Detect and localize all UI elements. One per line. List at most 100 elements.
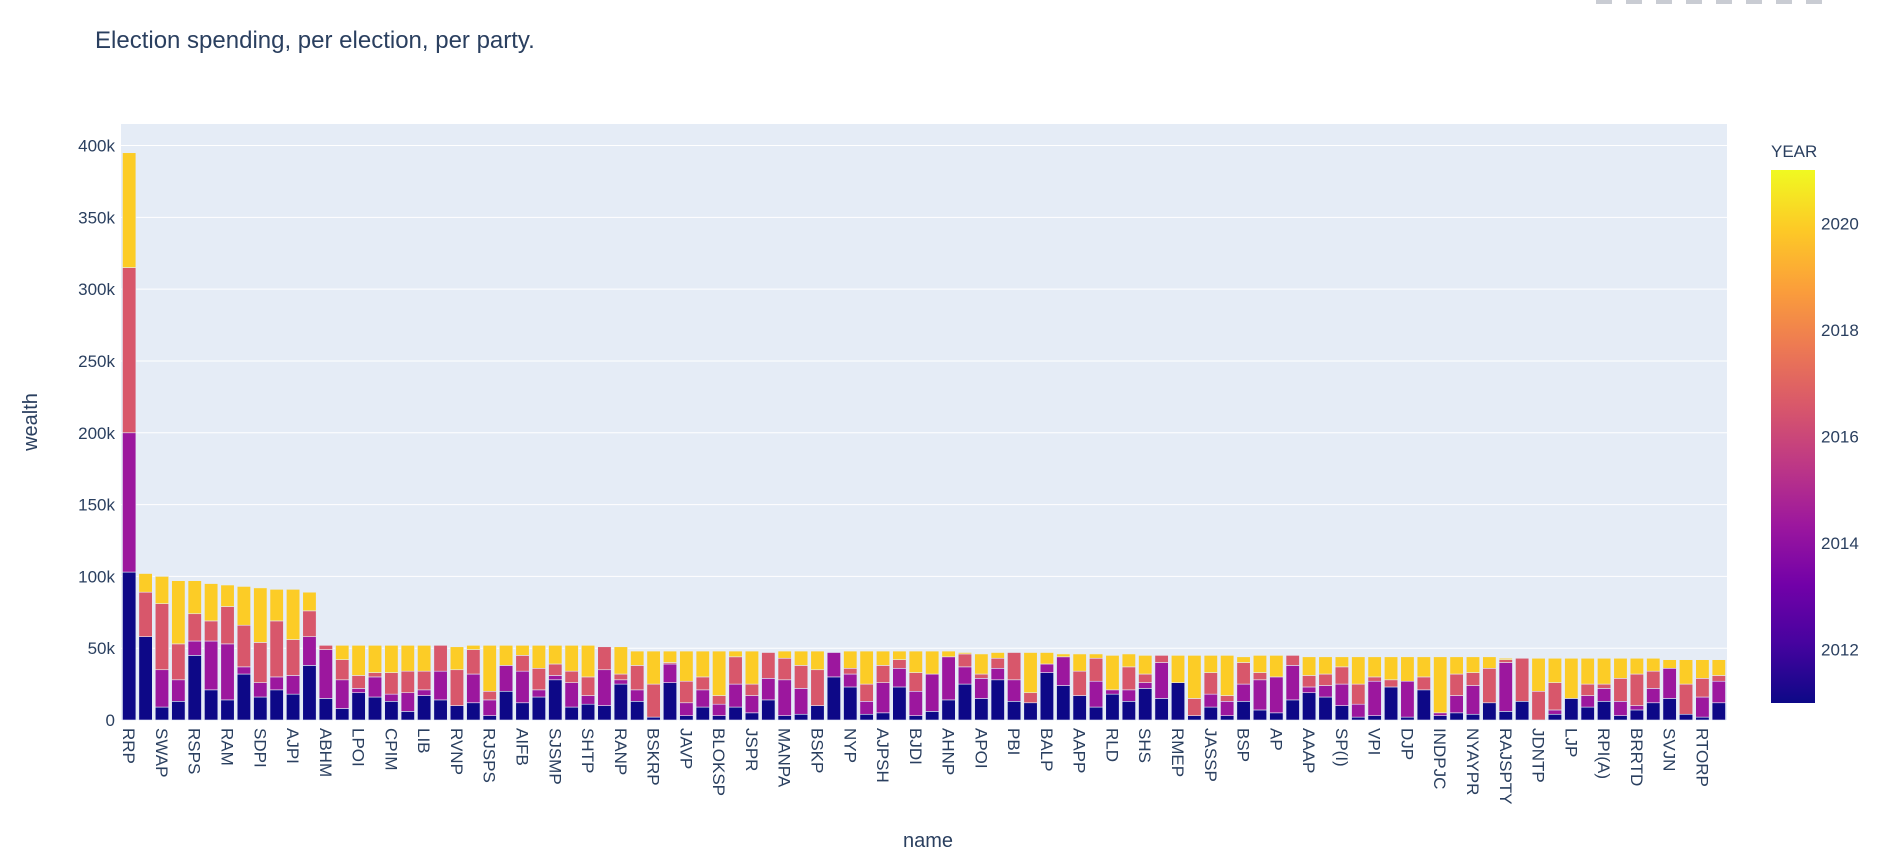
- bar-segment[interactable]: [318, 649, 333, 699]
- bar-segment[interactable]: [1449, 712, 1464, 721]
- bar-segment[interactable]: [1482, 667, 1497, 704]
- bar-segment[interactable]: [1039, 672, 1054, 721]
- bar-segment[interactable]: [843, 667, 858, 675]
- bar-segment[interactable]: [154, 603, 169, 671]
- bar-segment[interactable]: [548, 675, 563, 681]
- bar-segment[interactable]: [335, 645, 350, 660]
- bar-segment[interactable]: [204, 620, 219, 642]
- bar-segment[interactable]: [187, 613, 202, 642]
- bar-segment[interactable]: [1334, 683, 1349, 706]
- bar-segment[interactable]: [1351, 703, 1366, 718]
- bar-segment[interactable]: [1252, 672, 1267, 681]
- bar-segment[interactable]: [777, 657, 792, 681]
- bar-segment[interactable]: [908, 650, 923, 673]
- bar-segment[interactable]: [171, 643, 186, 681]
- bar-segment[interactable]: [1400, 716, 1415, 721]
- bar-segment[interactable]: [957, 653, 972, 668]
- bar-segment[interactable]: [1711, 702, 1726, 721]
- bar-segment[interactable]: [1269, 712, 1284, 721]
- bar-segment[interactable]: [646, 716, 661, 721]
- bar-segment[interactable]: [1400, 656, 1415, 682]
- bar-segment[interactable]: [990, 652, 1005, 659]
- bar-segment[interactable]: [236, 673, 251, 721]
- bar-segment[interactable]: [335, 659, 350, 681]
- bar-segment[interactable]: [794, 650, 809, 666]
- bar-segment[interactable]: [204, 689, 219, 721]
- bar-segment[interactable]: [1121, 701, 1136, 721]
- bar-segment[interactable]: [1138, 688, 1153, 721]
- bar-segment[interactable]: [630, 689, 645, 702]
- bar-segment[interactable]: [679, 715, 694, 721]
- bar-segment[interactable]: [236, 586, 251, 626]
- bar-segment[interactable]: [843, 673, 858, 688]
- bar-segment[interactable]: [1433, 656, 1448, 714]
- bar-segment[interactable]: [302, 610, 317, 637]
- bar-segment[interactable]: [613, 673, 628, 681]
- bar-segment[interactable]: [695, 676, 710, 691]
- bar-segment[interactable]: [1220, 695, 1235, 702]
- bar-segment[interactable]: [794, 688, 809, 715]
- bar-segment[interactable]: [744, 695, 759, 714]
- bar-segment[interactable]: [1334, 656, 1349, 668]
- bar-segment[interactable]: [417, 645, 432, 672]
- bar-segment[interactable]: [1154, 662, 1169, 699]
- bar-segment[interactable]: [1515, 701, 1530, 721]
- bar-segment[interactable]: [1613, 701, 1628, 716]
- bar-segment[interactable]: [613, 646, 628, 675]
- bar-segment[interactable]: [1072, 653, 1087, 672]
- bar-segment[interactable]: [187, 580, 202, 615]
- bar-segment[interactable]: [433, 699, 448, 721]
- bar-segment[interactable]: [286, 693, 301, 721]
- bar-segment[interactable]: [171, 679, 186, 702]
- bar-segment[interactable]: [1416, 656, 1431, 678]
- bar-segment[interactable]: [400, 670, 415, 694]
- bar-segment[interactable]: [335, 679, 350, 709]
- bar-segment[interactable]: [941, 699, 956, 721]
- bar-segment[interactable]: [892, 667, 907, 688]
- bar-segment[interactable]: [1318, 696, 1333, 721]
- bar-segment[interactable]: [1154, 698, 1169, 721]
- bar-segment[interactable]: [1039, 663, 1054, 673]
- bar-segment[interactable]: [1400, 680, 1415, 718]
- bar-segment[interactable]: [1498, 662, 1513, 712]
- bar-segment[interactable]: [433, 670, 448, 701]
- bar-segment[interactable]: [876, 665, 891, 683]
- bar-segment[interactable]: [1187, 655, 1202, 699]
- bar-segment[interactable]: [892, 650, 907, 660]
- bar-segment[interactable]: [1154, 655, 1169, 663]
- bar-segment[interactable]: [990, 667, 1005, 681]
- bar-segment[interactable]: [859, 683, 874, 702]
- bar-segment[interactable]: [728, 650, 743, 658]
- bar-segment[interactable]: [1662, 667, 1677, 699]
- bar-segment[interactable]: [1252, 655, 1267, 673]
- bar-segment[interactable]: [286, 639, 301, 676]
- bar-segment[interactable]: [1679, 683, 1694, 715]
- bar-segment[interactable]: [302, 636, 317, 666]
- bar-segment[interactable]: [531, 696, 546, 721]
- bar-segment[interactable]: [761, 678, 776, 701]
- bar-segment[interactable]: [1236, 656, 1251, 663]
- bar-segment[interactable]: [499, 645, 514, 666]
- bar-segment[interactable]: [826, 676, 841, 721]
- bar-segment[interactable]: [1138, 655, 1153, 675]
- bar-segment[interactable]: [1662, 659, 1677, 669]
- bar-segment[interactable]: [761, 699, 776, 721]
- bar-segment[interactable]: [1482, 656, 1497, 669]
- bar-segment[interactable]: [564, 706, 579, 721]
- bar-segment[interactable]: [1465, 656, 1481, 673]
- bar-segment[interactable]: [1187, 715, 1202, 721]
- bar-segment[interactable]: [1646, 688, 1661, 704]
- bar-segment[interactable]: [302, 665, 317, 721]
- bar-segment[interactable]: [1515, 657, 1530, 702]
- bar-segment[interactable]: [269, 589, 284, 622]
- bar-segment[interactable]: [1056, 685, 1071, 721]
- bar-segment[interactable]: [777, 679, 792, 716]
- bar-segment[interactable]: [744, 712, 759, 721]
- bar-segment[interactable]: [1072, 695, 1087, 721]
- bar-segment[interactable]: [646, 683, 661, 718]
- bar-segment[interactable]: [1285, 665, 1300, 701]
- bar-segment[interactable]: [449, 669, 464, 706]
- bar-segment[interactable]: [515, 670, 530, 704]
- bar-segment[interactable]: [728, 706, 743, 721]
- modebar-zoom-out-icon[interactable]: [1746, 0, 1762, 4]
